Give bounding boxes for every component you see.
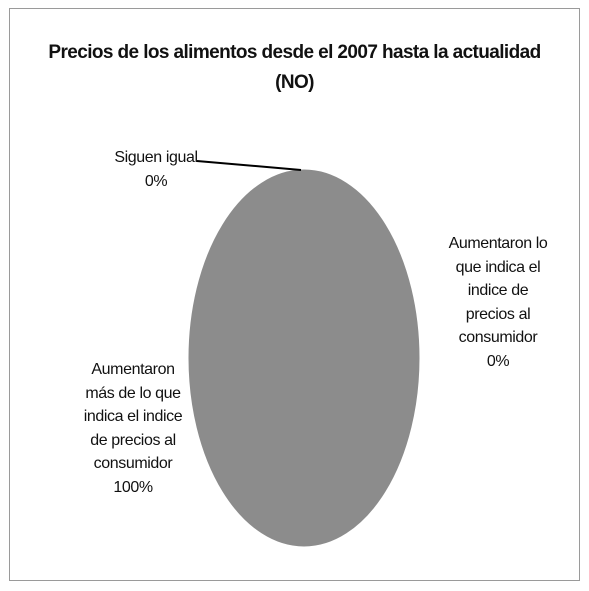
chart-subtitle: (NO) (275, 72, 314, 93)
slice-label-line: Aumentaron lo (448, 235, 548, 252)
chart-title: Precios de los alimentos desde el 2007 h… (48, 42, 541, 63)
slice-label-line: consumidor (458, 329, 538, 346)
slice-label-aumentaron-lo-que-indica: Aumentaron lo que indica el indice de preci… (428, 232, 568, 373)
leader-line-siguen-igual (196, 160, 302, 171)
slice-label-line: 0% (486, 352, 510, 370)
slice-label-aumentaron-mas: Aumentaron más de lo que indica el indice d… (48, 358, 218, 499)
slice-label-line: indica el indice (83, 408, 183, 425)
slice-label-line: 100% (113, 478, 153, 496)
slice-label-line: más de lo que (85, 384, 181, 402)
slice-label-line: precios al (465, 305, 531, 323)
slice-label-line: de precios al (90, 431, 176, 449)
slice-label-line: indice de (467, 282, 529, 299)
slice-label-siguen-igual: Siguen igual 0% (96, 146, 216, 193)
slice-label-line: 0% (144, 172, 168, 190)
slice-label-line: Siguen igual (114, 149, 198, 166)
pie-slice-aumentaron-mas (187, 168, 421, 548)
slice-label-line: Aumentaron (91, 361, 175, 378)
slice-label-line: que indica el (455, 258, 541, 276)
slice-label-line: consumidor (93, 455, 173, 472)
